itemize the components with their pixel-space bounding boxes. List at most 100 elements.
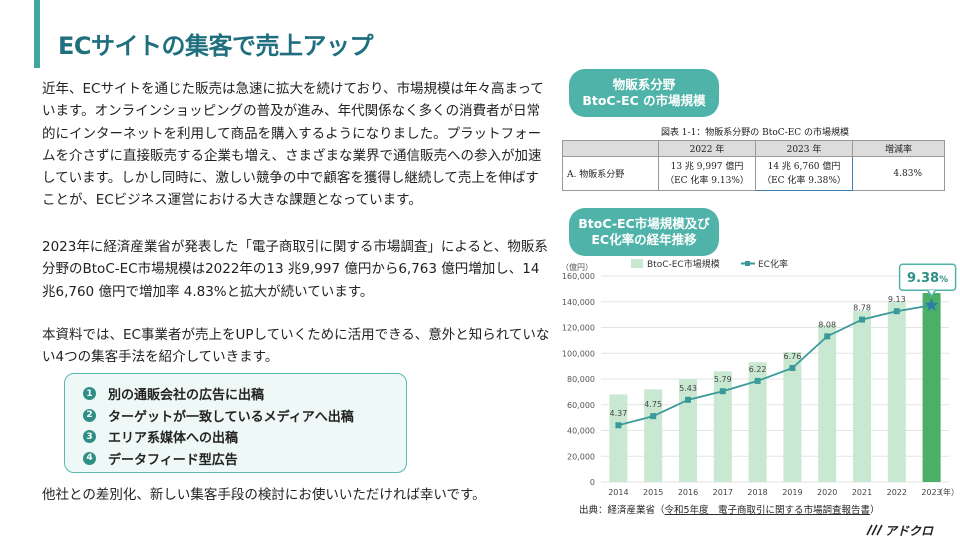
x-tick-label: 2015 (643, 488, 663, 497)
purpose-paragraph: 本資料では、EC事業者が売上をUPしていくために活用できる、意外と知られていない… (42, 327, 550, 366)
market-size-heading-line2: BtoC-EC の市場規模 (582, 93, 706, 108)
y-tick-label: 120,000 (562, 324, 595, 333)
x-tick-label: 2017 (713, 488, 733, 497)
table-header-2022: 2022 年 (658, 140, 756, 157)
intro-paragraph: 近年、ECサイトを通じた販売は急速に拡大を続けており、市場規模は年々高まっていま… (42, 81, 544, 209)
number-badge-3: 3 (83, 430, 96, 444)
x-tick-label: 2019 (782, 488, 802, 497)
bar (853, 310, 871, 482)
cell-2023-rate: （EC 化率 9.38%） (762, 175, 846, 186)
method-label: 別の通販会社の広告に出稿 (108, 388, 265, 404)
ec-rate-label: 6.76 (783, 352, 801, 361)
legend-bar-swatch (631, 259, 643, 268)
callout-box (898, 263, 957, 291)
method-label: ターゲットが一致しているメディアへ出稿 (108, 409, 354, 425)
callout-unit: % (939, 275, 948, 285)
bar (783, 351, 802, 482)
table-cell-2023: 14 兆 6,760 億円 （EC 化率 9.38%） (755, 156, 853, 191)
bar (748, 362, 767, 482)
method-label: エリア系媒体への出稿 (108, 431, 239, 447)
page-title: ECサイトの集客で売上アップ (58, 32, 374, 60)
market-paragraph: 2023年に経済産業省が発表した「電子商取引に関する市場調査」によると、物販系分… (42, 239, 548, 300)
x-axis-label: （年） (935, 487, 959, 497)
source-suffix: ） (870, 504, 880, 516)
ec-rate-point (789, 364, 796, 371)
y-tick-label: 60,000 (567, 401, 595, 410)
table-row: A. 物販系分野 13 兆 9,997 億円 （EC 化率 9.13%） 14 … (562, 156, 945, 191)
ec-rate-point (615, 422, 622, 429)
ec-rate-point (859, 316, 865, 323)
market-size-heading-line1: 物販系分野 (612, 77, 676, 92)
legend-line-marker (745, 261, 750, 266)
number-badge-4: 4 (83, 451, 96, 465)
y-tick-label: 160,000 (562, 272, 595, 281)
ec-rate-point (893, 308, 900, 315)
x-tick-label: 2018 (747, 488, 767, 497)
y-tick-label: 0 (590, 478, 595, 487)
legend-line-label: EC化率 (758, 258, 788, 270)
number-badge-2: 2 (83, 408, 96, 422)
y-tick-label: 100,000 (562, 349, 595, 358)
source-text: 出典：経済産業省（令和5年度 電子商取引に関する市場調査報告書） (579, 504, 880, 516)
y-axis-label: （億円） (561, 262, 593, 272)
callout-pointer (926, 289, 937, 298)
callout-value: 9.38% (907, 271, 948, 286)
ec-rate-label: 5.79 (714, 375, 732, 384)
method-item: 3 エリア系媒体への出稿 (83, 426, 406, 448)
ec-rate-label: 4.75 (644, 400, 662, 409)
ec-rate-label: 8.78 (853, 304, 871, 313)
ec-rate-point (685, 396, 691, 403)
bar (887, 301, 906, 482)
ec-trend-chart: （億円） 0 20,000 40,000 60,000 80,000 100,000 120,… (561, 258, 959, 538)
ec-rate-label: 5.43 (679, 384, 697, 393)
x-tick-label: 2020 (817, 488, 837, 497)
ec-rate-line (618, 304, 932, 427)
table-header-change: 増減率 (852, 140, 945, 157)
bar (679, 379, 697, 482)
x-tick-label: 2021 (852, 488, 872, 497)
ec-rate-point (754, 377, 761, 384)
logo-stripe-icon (876, 524, 883, 536)
ec-rate-label: 4.37 (609, 409, 627, 418)
star-icon (924, 298, 939, 311)
x-tick-label: 2016 (678, 488, 698, 497)
table-header-blank (562, 140, 659, 157)
y-tick-label: 140,000 (562, 298, 595, 307)
ec-rate-label: 9.13 (888, 295, 906, 304)
ec-rate-label: 6.22 (749, 365, 767, 374)
cell-2022-amount: 13 兆 9,997 億円 (670, 161, 744, 172)
method-item: 2 ターゲットが一致しているメディアへ出稿 (83, 405, 406, 427)
x-tick-label: 2014 (608, 488, 628, 497)
source-prefix: 出典：経済産業省（ (579, 504, 665, 516)
logo-stripe-icon (866, 524, 873, 536)
ec-rate-point (719, 388, 726, 395)
table-cell-category: A. 物販系分野 (562, 156, 659, 191)
methods-box: 1 別の通販会社の広告に出稿 2 ターゲットが一致しているメディアへ出稿 3 エリア系… (64, 373, 407, 473)
method-item: 1 別の通販会社の広告に出稿 (83, 383, 406, 405)
title-accent-bar (34, 0, 40, 68)
bar (818, 324, 837, 482)
logo-text: アドクロ (885, 524, 934, 538)
cell-2023-amount: 14 兆 6,760 億円 (767, 161, 841, 172)
number-badge-1: 1 (83, 387, 96, 401)
source-link[interactable]: 令和5年度 電子商取引に関する市場調査報告書 (665, 504, 871, 516)
cell-2022-rate: （EC 化率 9.13%） (665, 175, 749, 186)
logo-stripe-icon (871, 524, 878, 536)
market-size-heading: 物販系分野 BtoC-EC の市場規模 (569, 69, 719, 117)
x-tick-label: 2022 (887, 488, 907, 497)
bar (644, 389, 663, 482)
table-cell-2022: 13 兆 9,997 億円 （EC 化率 9.13%） (658, 156, 756, 191)
y-tick-label: 20,000 (567, 452, 595, 461)
method-label: データフィード型広告 (108, 452, 238, 468)
legend-bar-label: BtoC-EC市場規模 (647, 258, 720, 270)
trend-heading-line1: BtoC-EC市場規模及び (578, 216, 710, 231)
trend-heading-line2: EC化率の経年推移 (591, 232, 697, 247)
ec-rate-label: 8.08 (818, 320, 836, 329)
x-tick-label: 2023 (921, 488, 941, 497)
table-caption: 図表 1-1：物販系分野の BtoC-EC の市場規模 (660, 128, 850, 138)
table-header-2023: 2023 年 (755, 140, 853, 157)
y-tick-label: 80,000 (567, 375, 595, 384)
table-cell-change: 4.83% (852, 156, 945, 191)
closing-text: 他社との差別化、新しい集客手段の検討にお使いいただければ幸いです。 (42, 487, 486, 503)
ec-rate-point (650, 413, 657, 420)
